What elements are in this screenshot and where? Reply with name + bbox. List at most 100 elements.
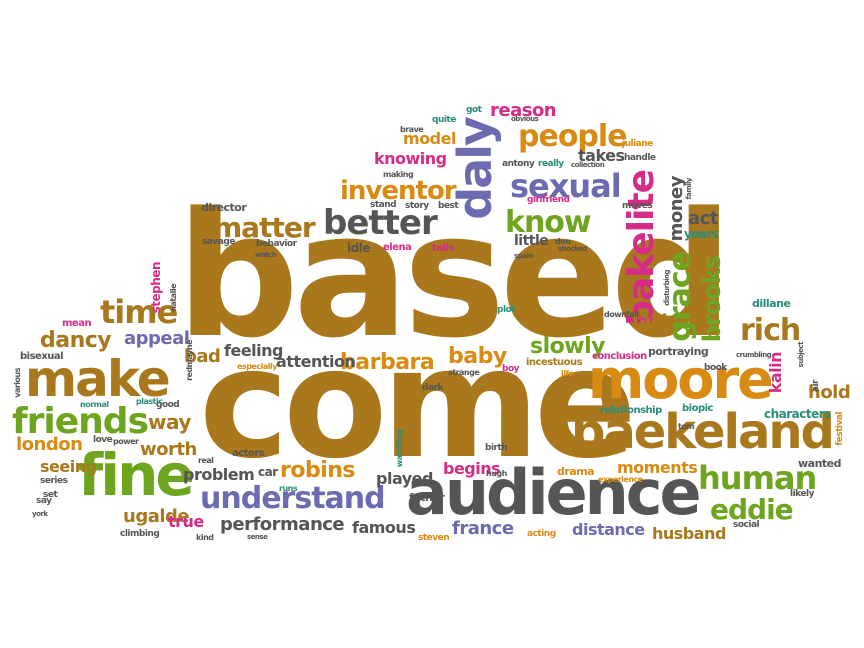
word: sexual [510,167,622,205]
word: problem [183,465,255,484]
word: series [40,476,68,486]
word: understand [200,481,386,516]
word: fact [632,310,670,331]
word: father [409,491,445,504]
word: way [148,410,191,434]
word: york [32,510,48,518]
word: worth [140,439,197,460]
word: really [538,159,564,169]
word: seeing [40,457,97,476]
word: plot [497,305,516,315]
word: moore [588,348,774,411]
word: fine [78,441,195,509]
word: mean [62,318,92,329]
word: london [16,434,83,455]
word: biopic [682,403,713,414]
word: likely [790,489,814,499]
word: normal [80,400,109,409]
word: especially [237,362,277,371]
word: various [13,368,22,398]
word: feeling [224,341,283,360]
word: model [403,129,456,148]
word: performance [220,514,345,535]
word: famous [352,518,416,537]
word: barbara [340,350,435,375]
word: little [514,233,549,249]
word: takes [578,146,625,165]
word: portraying [648,345,709,358]
word: kind [196,533,214,542]
word: slowly [530,334,605,359]
word: story [405,201,429,211]
word: reason [490,100,557,121]
word: years [684,227,719,241]
word: best [438,201,459,211]
word: people [518,119,628,154]
word: air [811,380,821,393]
word: brooks [698,256,726,343]
word: experience [598,475,643,484]
word: savage [202,237,235,247]
word: bisexual [20,351,64,362]
word: make [25,350,171,408]
word: human [698,459,817,497]
word: runs [279,484,298,493]
word: car [258,465,278,479]
word: book [704,363,727,373]
word: plastic [136,397,163,406]
word: steven [418,533,450,543]
word: set [43,490,58,500]
word: behavior [256,239,297,249]
word: life [561,369,574,378]
word: come [199,315,637,492]
word: quite [432,115,456,125]
word: subject [797,342,805,368]
word: inventor [340,176,457,206]
word: boy [502,364,520,374]
word: hugh [486,469,507,478]
word: social [733,520,760,530]
word: disturbing [663,270,671,306]
word: juliane [622,139,653,149]
word: festival [835,412,845,446]
word: strange [448,368,480,377]
word: act [688,208,718,229]
word: say [36,496,52,506]
word: conclusion [592,351,647,362]
word: france [452,518,514,539]
word: redmayne [185,340,194,381]
word: friends [12,401,149,442]
word: know [505,205,592,240]
word: tells [432,243,454,254]
word: daly [448,118,502,220]
word: played [376,469,433,488]
word: power [113,437,139,446]
word: natalie [169,284,178,312]
word: knowing [374,149,447,168]
word: stephen [149,262,163,314]
word: drama [557,465,595,478]
word: shocked [558,245,587,253]
word: making [383,170,414,179]
word: appeal [124,328,190,349]
word: better [323,203,438,243]
word: hold [808,382,851,403]
word: collection [571,161,605,169]
word: dark [422,383,443,393]
word: brave [400,125,424,134]
word: characters [764,407,831,421]
word: sense [247,533,268,541]
word: time [100,293,178,331]
word: birth [485,443,508,453]
word: baby [448,344,507,369]
word: director [201,201,247,214]
word: relationship [600,405,662,416]
word: eddie [710,493,794,526]
word: dillane [752,297,791,310]
word: moments [617,458,698,477]
word: based [176,175,733,376]
word: dancy [40,328,112,353]
word: stand [370,200,397,210]
word: antony [502,159,535,169]
